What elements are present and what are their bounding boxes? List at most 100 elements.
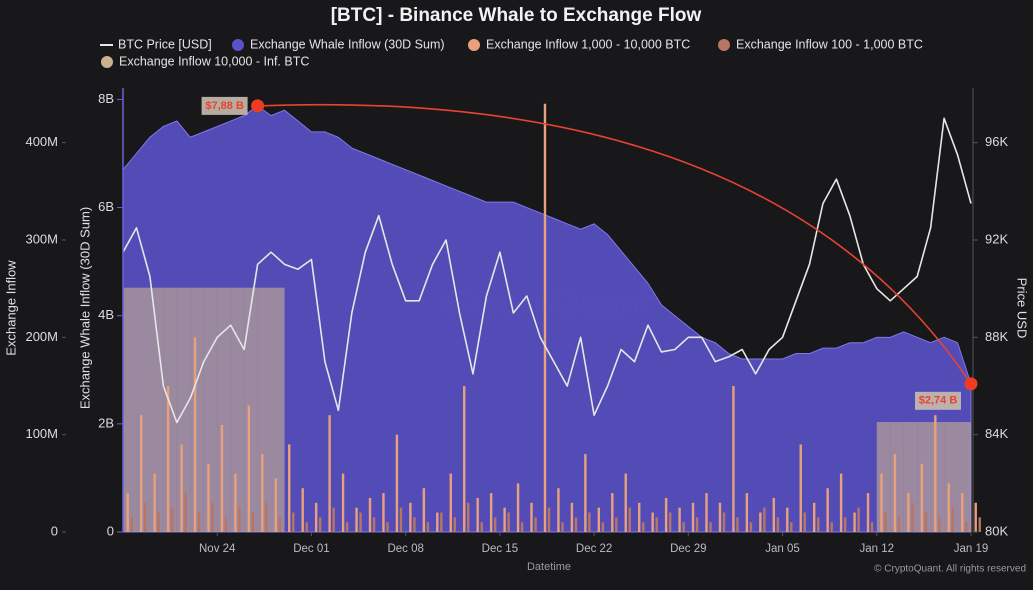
inflow-bar bbox=[588, 512, 591, 532]
inflow-bar bbox=[386, 522, 389, 532]
inflow-bar bbox=[978, 517, 981, 532]
inflow-bar bbox=[866, 493, 870, 532]
inflow-bar bbox=[453, 517, 456, 532]
inflow-bar bbox=[749, 522, 753, 532]
y2-tick-label: 6B bbox=[98, 199, 114, 214]
y2-axis-title: Exchange Whale Inflow (30D Sum) bbox=[77, 207, 92, 409]
inflow-bar bbox=[574, 517, 578, 532]
inflow-bar bbox=[615, 517, 618, 532]
inflow-bar bbox=[722, 512, 726, 532]
y-tick-label: 300M bbox=[25, 231, 58, 246]
inflow-bar bbox=[288, 444, 291, 532]
legend-label: Exchange Inflow 10,000 - Inf. BTC bbox=[119, 54, 309, 68]
annotation-dot bbox=[964, 377, 978, 391]
inflow-block bbox=[257, 287, 272, 532]
inflow-block bbox=[244, 287, 258, 532]
inflow-bar bbox=[265, 502, 268, 532]
inflow-bar bbox=[144, 502, 147, 532]
inflow-bar bbox=[332, 507, 335, 532]
inflow-bar bbox=[157, 512, 160, 532]
inflow-bar bbox=[440, 512, 443, 532]
inflow-block bbox=[271, 287, 285, 532]
inflow-bar bbox=[561, 522, 564, 532]
inflow-bar bbox=[543, 103, 547, 532]
x-axis-title: Datetime bbox=[527, 561, 571, 573]
inflow-bar bbox=[278, 517, 282, 532]
y-tick-label: 400M bbox=[25, 134, 58, 149]
inflow-bar bbox=[897, 517, 901, 532]
legend-symbol bbox=[232, 39, 244, 51]
inflow-bar bbox=[341, 473, 345, 532]
value-label: $7,88 B bbox=[205, 100, 244, 112]
inflow-bar bbox=[678, 507, 681, 532]
inflow-bar bbox=[426, 522, 430, 532]
inflow-bar bbox=[413, 517, 416, 532]
inflow-bar bbox=[507, 512, 510, 532]
inflow-bar bbox=[884, 512, 887, 532]
inflow-bar bbox=[436, 512, 439, 532]
x-tick-label: Dec 22 bbox=[576, 543, 612, 555]
inflow-bar bbox=[803, 512, 806, 532]
inflow-bar bbox=[422, 488, 426, 532]
inflow-bar bbox=[907, 493, 910, 532]
inflow-block bbox=[163, 287, 177, 532]
y3-tick-label: 92K bbox=[985, 231, 1008, 246]
inflow-block bbox=[917, 422, 931, 532]
inflow-block bbox=[903, 422, 918, 532]
inflow-bar bbox=[234, 473, 237, 532]
inflow-bar bbox=[211, 502, 214, 532]
inflow-block bbox=[890, 422, 904, 532]
inflow-bar bbox=[463, 386, 466, 532]
inflow-bar bbox=[826, 488, 829, 532]
inflow-block bbox=[944, 422, 958, 532]
inflow-block bbox=[930, 422, 945, 532]
inflow-bar bbox=[153, 473, 156, 532]
inflow-bar bbox=[638, 502, 641, 532]
inflow-bar bbox=[247, 405, 251, 532]
inflow-bar bbox=[934, 415, 937, 532]
inflow-bar bbox=[938, 517, 941, 532]
plot-area bbox=[122, 103, 981, 533]
inflow-bar bbox=[745, 493, 749, 532]
inflow-bar bbox=[166, 386, 170, 532]
inflow-bar bbox=[880, 473, 883, 532]
x-tick-label: Jan 19 bbox=[954, 543, 989, 555]
x-tick-label: Dec 29 bbox=[670, 543, 706, 555]
inflow-bar bbox=[193, 337, 197, 532]
inflow-bar bbox=[170, 507, 174, 532]
legend-label: Exchange Whale Inflow (30D Sum) bbox=[250, 37, 445, 51]
inflow-bar bbox=[345, 522, 349, 532]
inflow-bar bbox=[911, 502, 914, 532]
chart-title: [BTC] - Binance Whale to Exchange Flow bbox=[331, 5, 702, 26]
inflow-block bbox=[957, 422, 971, 532]
inflow-bar bbox=[126, 493, 129, 532]
inflow-bar bbox=[951, 507, 955, 532]
inflow-bar bbox=[503, 507, 506, 532]
y2-tick-label: 0 bbox=[107, 523, 114, 538]
inflow-bar bbox=[139, 415, 143, 532]
inflow-bar bbox=[180, 444, 183, 532]
inflow-bar bbox=[382, 493, 385, 532]
inflow-bar bbox=[853, 512, 856, 532]
inflow-bar bbox=[772, 497, 776, 532]
inflow-bar bbox=[786, 507, 789, 532]
y-tick-label: 0 bbox=[51, 523, 58, 538]
inflow-bar bbox=[974, 502, 977, 532]
inflow-bar bbox=[480, 522, 483, 532]
inflow-bar bbox=[611, 493, 614, 532]
inflow-bar bbox=[207, 463, 210, 532]
inflow-bar bbox=[318, 517, 322, 532]
inflow-block bbox=[876, 422, 891, 532]
inflow-bar bbox=[301, 488, 304, 532]
inflow-bar bbox=[651, 512, 654, 532]
inflow-bar bbox=[776, 517, 780, 532]
inflow-bar bbox=[261, 454, 264, 532]
inflow-bar bbox=[691, 502, 695, 532]
value-label-box bbox=[201, 96, 248, 115]
inflow-bar bbox=[924, 512, 928, 532]
inflow-bar bbox=[372, 517, 376, 532]
inflow-bar bbox=[736, 517, 739, 532]
inflow-bar bbox=[709, 522, 712, 532]
inflow-block bbox=[230, 287, 245, 532]
